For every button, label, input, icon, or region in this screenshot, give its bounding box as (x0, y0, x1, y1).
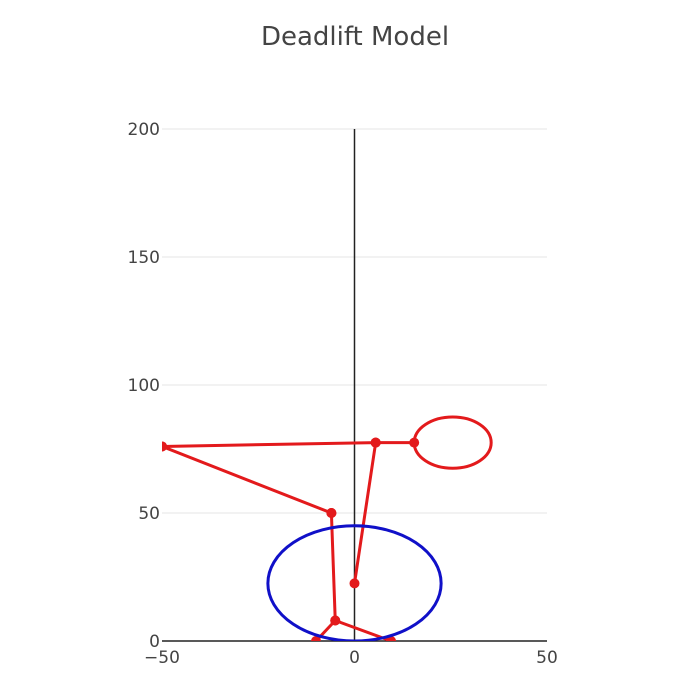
x-tick-label: −50 (144, 648, 180, 668)
x-tick-label: 0 (349, 648, 360, 668)
y-tick-label: 50 (138, 504, 160, 524)
data-point (326, 508, 337, 518)
y-tick-label: 100 (128, 376, 160, 396)
x-tick-label: 50 (536, 648, 558, 668)
ellipse-series-2 (266, 524, 443, 641)
data-point (162, 441, 167, 452)
y-tick-label: 150 (128, 248, 160, 268)
y-tick-label: 0 (149, 632, 160, 652)
series-group (162, 415, 493, 641)
y-tick-label: 200 (128, 120, 160, 140)
chart-title: Deadlift Model (260, 22, 450, 52)
line-series-0 (162, 441, 416, 641)
ellipse-series-1 (412, 415, 493, 470)
data-point (349, 578, 360, 589)
data-point (370, 437, 381, 448)
data-point (330, 615, 341, 626)
